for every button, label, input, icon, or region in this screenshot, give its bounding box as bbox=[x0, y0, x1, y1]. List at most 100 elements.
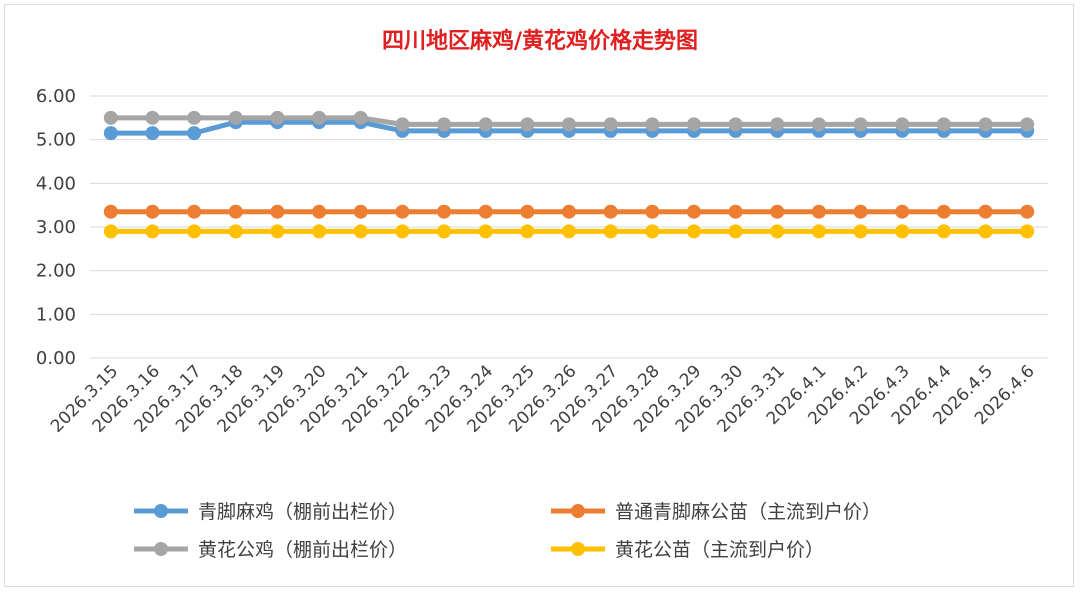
gridlines bbox=[90, 95, 1048, 359]
series-3 bbox=[103, 224, 1035, 239]
data-point bbox=[228, 110, 243, 125]
data-point bbox=[395, 224, 410, 239]
y-tick-label: 4.00 bbox=[36, 173, 76, 194]
data-point bbox=[936, 204, 951, 219]
data-point bbox=[728, 204, 743, 219]
y-tick-label: 3.00 bbox=[36, 217, 76, 238]
data-point bbox=[103, 224, 118, 239]
legend-item: 黄花公苗（主流到户价） bbox=[551, 539, 824, 561]
data-point bbox=[312, 110, 327, 125]
chart-frame bbox=[4, 4, 1074, 587]
y-tick-label: 5.00 bbox=[36, 130, 76, 151]
legend-item: 青脚麻鸡（棚前出栏价） bbox=[134, 501, 407, 523]
legend-marker bbox=[571, 504, 585, 518]
data-point bbox=[145, 110, 160, 125]
data-point bbox=[603, 224, 618, 239]
data-point bbox=[895, 117, 910, 132]
y-tick-label: 6.00 bbox=[36, 86, 76, 107]
data-point bbox=[270, 224, 285, 239]
data-point bbox=[478, 204, 493, 219]
data-point bbox=[978, 204, 993, 219]
data-point bbox=[978, 224, 993, 239]
data-point bbox=[145, 126, 160, 141]
data-point bbox=[1020, 224, 1035, 239]
series-1 bbox=[103, 204, 1035, 219]
data-point bbox=[645, 117, 660, 132]
data-point bbox=[437, 224, 452, 239]
data-point bbox=[853, 204, 868, 219]
data-point bbox=[145, 224, 160, 239]
data-point bbox=[936, 117, 951, 132]
series-2 bbox=[103, 110, 1035, 132]
data-point bbox=[770, 117, 785, 132]
data-point bbox=[770, 204, 785, 219]
chart-title: 四川地区麻鸡/黄花鸡价格走势图 bbox=[382, 28, 698, 54]
data-point bbox=[478, 117, 493, 132]
data-point bbox=[811, 204, 826, 219]
data-point bbox=[1020, 117, 1035, 132]
data-point bbox=[270, 204, 285, 219]
data-point bbox=[728, 224, 743, 239]
x-axis-ticks: 2026.3.152026.3.162026.3.172026.3.182026… bbox=[47, 361, 1039, 436]
data-point bbox=[1020, 204, 1035, 219]
legend-label: 普通青脚麻公苗（主流到户价） bbox=[615, 501, 881, 523]
legend-marker bbox=[154, 542, 168, 556]
legend-marker bbox=[571, 542, 585, 556]
data-point bbox=[562, 117, 576, 132]
legend-label: 黄花公苗（主流到户价） bbox=[615, 539, 824, 561]
data-point bbox=[353, 110, 368, 125]
data-point bbox=[145, 204, 160, 219]
data-point bbox=[228, 224, 243, 239]
data-point bbox=[811, 117, 826, 132]
data-point bbox=[562, 224, 576, 239]
data-point bbox=[187, 110, 202, 125]
data-point bbox=[103, 204, 118, 219]
data-point bbox=[936, 224, 951, 239]
data-point bbox=[312, 224, 327, 239]
data-point bbox=[437, 204, 452, 219]
data-point bbox=[811, 224, 826, 239]
legend-item: 黄花公鸡（棚前出栏价） bbox=[134, 539, 407, 561]
y-axis-ticks: 0.00 1.00 2.00 3.00 4.00 5.00 6.00 bbox=[36, 86, 76, 369]
data-point bbox=[603, 117, 618, 132]
data-point bbox=[686, 117, 701, 132]
data-point bbox=[312, 204, 327, 219]
data-point bbox=[395, 204, 410, 219]
legend-label: 黄花公鸡（棚前出栏价） bbox=[198, 539, 407, 561]
data-point bbox=[103, 126, 118, 141]
data-point bbox=[686, 204, 701, 219]
data-point bbox=[187, 204, 202, 219]
data-point bbox=[353, 224, 368, 239]
data-point bbox=[187, 224, 202, 239]
data-point bbox=[978, 117, 993, 132]
legend-item: 普通青脚麻公苗（主流到户价） bbox=[551, 501, 881, 523]
data-point bbox=[853, 117, 868, 132]
data-point bbox=[645, 224, 660, 239]
data-point bbox=[353, 204, 368, 219]
data-point bbox=[103, 110, 118, 125]
series-lines bbox=[103, 110, 1035, 239]
data-point bbox=[645, 204, 660, 219]
data-point bbox=[895, 204, 910, 219]
data-point bbox=[895, 224, 910, 239]
data-point bbox=[603, 204, 618, 219]
data-point bbox=[520, 117, 535, 132]
data-point bbox=[520, 224, 535, 239]
data-point bbox=[520, 204, 535, 219]
data-point bbox=[478, 224, 493, 239]
y-tick-label: 2.00 bbox=[36, 261, 76, 282]
data-point bbox=[437, 117, 452, 132]
data-point bbox=[395, 117, 410, 132]
data-point bbox=[853, 224, 868, 239]
legend: 青脚麻鸡（棚前出栏价） 普通青脚麻公苗（主流到户价） 黄花公鸡（棚前出栏价） 黄花公苗… bbox=[134, 501, 881, 561]
data-point bbox=[686, 224, 701, 239]
legend-marker bbox=[154, 504, 168, 518]
legend-label: 青脚麻鸡（棚前出栏价） bbox=[198, 501, 407, 523]
data-point bbox=[187, 126, 202, 141]
data-point bbox=[562, 204, 576, 219]
data-point bbox=[728, 117, 743, 132]
data-point bbox=[770, 224, 785, 239]
y-tick-label: 0.00 bbox=[36, 348, 76, 369]
data-point bbox=[270, 110, 285, 125]
